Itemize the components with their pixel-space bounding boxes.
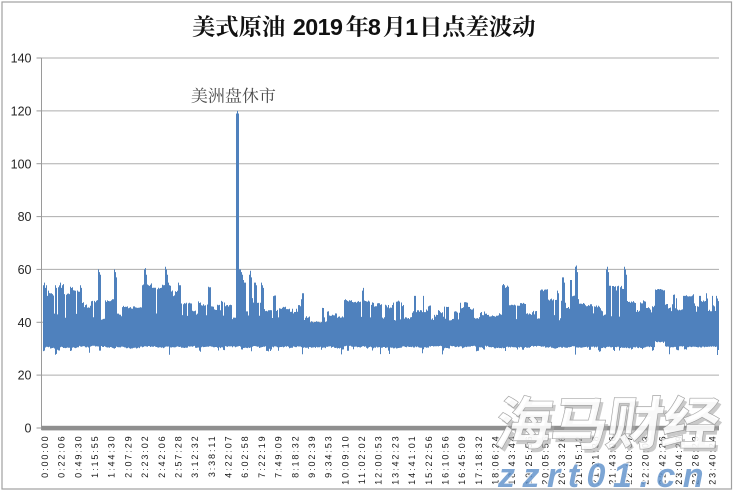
svg-text:20: 20 — [18, 369, 32, 383]
svg-text:21:05:12: 21:05:12 — [574, 435, 584, 485]
svg-text:20:05:56: 20:05:56 — [541, 435, 551, 485]
svg-text:0:00:00: 0:00:00 — [40, 435, 50, 478]
svg-text:20:33:26: 20:33:26 — [557, 435, 567, 485]
svg-text:7:22:19: 7:22:19 — [257, 435, 267, 478]
svg-text:16:10:56: 16:10:56 — [440, 435, 450, 485]
svg-text:0:22:06: 0:22:06 — [57, 435, 67, 478]
svg-text:40: 40 — [18, 316, 32, 330]
svg-text:2:57:28: 2:57:28 — [174, 435, 184, 478]
svg-text:140: 140 — [11, 52, 32, 66]
svg-text:21:43:06: 21:43:06 — [607, 435, 617, 485]
svg-text:3:38:11: 3:38:11 — [207, 435, 217, 478]
svg-text:2:23:02: 2:23:02 — [140, 435, 150, 478]
svg-text:22:42:26: 22:42:26 — [657, 435, 667, 485]
svg-text:18:06:24: 18:06:24 — [491, 435, 501, 485]
svg-text:1: 1 — [405, 14, 418, 40]
svg-text:16:45:09: 16:45:09 — [457, 435, 467, 485]
svg-text:80: 80 — [18, 210, 32, 224]
svg-text:7:49:09: 7:49:09 — [274, 435, 284, 478]
svg-text:6:02:58: 6:02:58 — [240, 435, 250, 478]
svg-text:10:09:10: 10:09:10 — [340, 435, 350, 485]
svg-text:4:22:07: 4:22:07 — [224, 435, 234, 478]
svg-text:15:22:56: 15:22:56 — [424, 435, 434, 485]
svg-text:2019: 2019 — [293, 14, 343, 40]
svg-text:2:07:29: 2:07:29 — [123, 435, 133, 478]
svg-text:14:41:01: 14:41:01 — [407, 435, 417, 485]
svg-text:18:43:44: 18:43:44 — [507, 435, 517, 485]
svg-text:23:26:23: 23:26:23 — [691, 435, 701, 485]
svg-text:22:00:37: 22:00:37 — [624, 435, 634, 485]
svg-text:3:12:32: 3:12:32 — [190, 435, 200, 478]
svg-text:17:18:32: 17:18:32 — [474, 435, 484, 485]
svg-text:1:44:30: 1:44:30 — [107, 435, 117, 478]
svg-text:9:02:39: 9:02:39 — [307, 435, 317, 478]
svg-text:1:15:55: 1:15:55 — [90, 435, 100, 478]
svg-text:100: 100 — [11, 157, 32, 171]
svg-text:2:42:06: 2:42:06 — [157, 435, 167, 478]
svg-text:11:02:02: 11:02:02 — [357, 435, 367, 485]
svg-text:8: 8 — [368, 14, 381, 40]
svg-text:21:21:38: 21:21:38 — [591, 435, 601, 485]
svg-text:9:34:53: 9:34:53 — [324, 435, 334, 478]
svg-text:0: 0 — [25, 422, 32, 436]
svg-text:zzrt01.cn: zzrt01.cn — [497, 457, 711, 493]
svg-text:13:42:23: 13:42:23 — [390, 435, 400, 485]
svg-text:60: 60 — [18, 263, 32, 277]
svg-text:0:49:30: 0:49:30 — [73, 435, 83, 478]
svg-text:23:40:24: 23:40:24 — [707, 435, 717, 485]
svg-text:120: 120 — [11, 105, 32, 119]
svg-text:8:18:32: 8:18:32 — [290, 435, 300, 478]
svg-text:23:04:29: 23:04:29 — [674, 435, 684, 485]
svg-text:12:00:53: 12:00:53 — [374, 435, 384, 485]
svg-text:22:20:03: 22:20:03 — [641, 435, 651, 485]
svg-text:19:25:56: 19:25:56 — [524, 435, 534, 485]
